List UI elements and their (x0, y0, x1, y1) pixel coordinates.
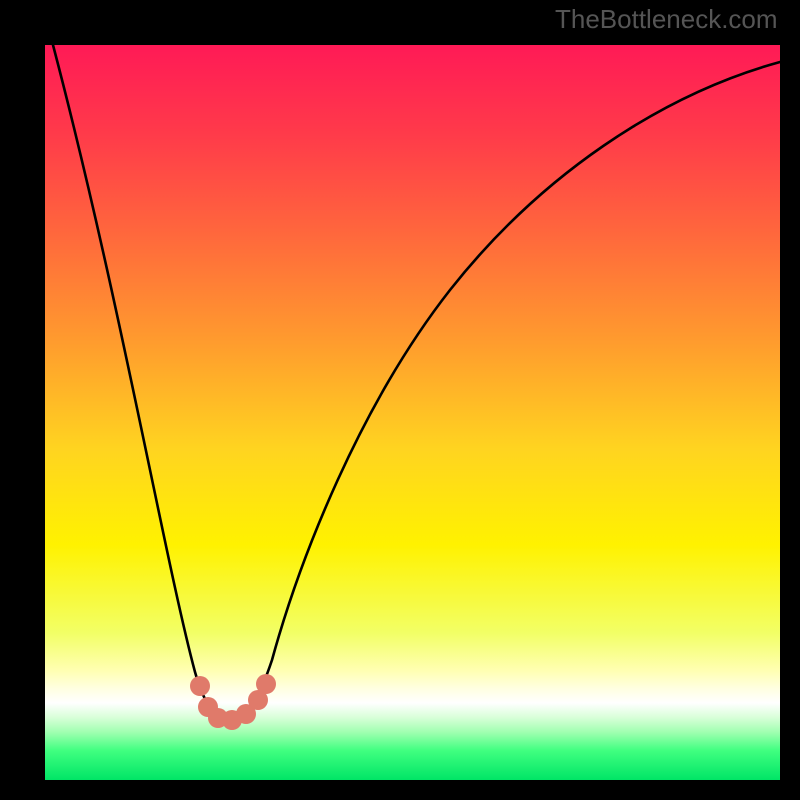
curve-layer (0, 0, 800, 800)
watermark-text: TheBottleneck.com (555, 4, 778, 35)
bottleneck-curve (53, 45, 780, 720)
canvas-root: TheBottleneck.com (0, 0, 800, 800)
valley-marker (256, 674, 276, 694)
valley-markers-group (190, 674, 276, 730)
valley-marker (190, 676, 210, 696)
